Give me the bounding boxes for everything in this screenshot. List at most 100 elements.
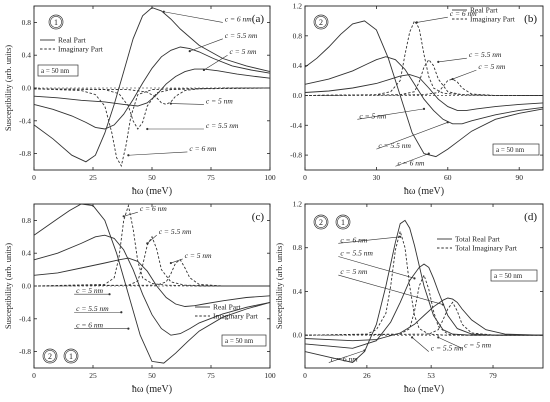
- annotation-arrow: [452, 69, 477, 80]
- y-axis-label: Susceptibility (arb. units): [274, 243, 284, 329]
- annotation-arrowhead: [441, 303, 445, 306]
- annotation-arrow: [147, 234, 157, 244]
- annotation-label: c = 6 nm: [397, 158, 425, 167]
- annotation-arrowhead: [413, 277, 416, 280]
- panel-label: (b): [524, 13, 537, 25]
- annotation-label: c = 6 nm: [225, 14, 253, 23]
- series-line-0: [33, 203, 271, 364]
- annotation-arrowhead: [202, 68, 206, 72]
- series-line-3: [304, 19, 543, 96]
- y-tick-label: 0.0: [22, 282, 32, 291]
- y-tick-label: -0.8: [19, 347, 31, 356]
- x-tick-label: 53: [427, 371, 435, 380]
- circled-number-outer: [63, 348, 79, 364]
- y-tick-label: 0.0: [293, 331, 303, 340]
- circled-number-outer: [335, 214, 351, 230]
- plot-frame: [304, 203, 544, 369]
- series-line-1: [304, 263, 543, 349]
- annotation-label: c = 5.5 nm: [225, 31, 258, 40]
- x-axis-label: ħω (meV): [404, 186, 444, 197]
- x-axis-label: ħω (meV): [132, 384, 172, 395]
- annotation-arrow: [170, 258, 183, 264]
- annotation-arrowhead: [437, 60, 440, 64]
- annotation-arrowhead: [127, 327, 130, 330]
- annotation-label: c = 5.5 nm: [469, 50, 502, 59]
- annotation-arrow: [438, 337, 463, 349]
- series-line-0: [33, 7, 271, 163]
- panel-d: 0 26 53 79 0.0 0.4 0.8 1.2 ħω (meV) Susceptibilit…: [274, 200, 544, 395]
- annotation-arrowhead: [169, 102, 172, 105]
- y-tick-label: 1.2: [293, 200, 303, 209]
- annotation-arrow: [376, 122, 448, 150]
- annotation-arrowhead: [415, 21, 418, 24]
- annotation-label: c = 5.5 nm: [340, 248, 373, 257]
- parameter-text: a = 50 nm: [496, 146, 525, 154]
- series-line-4: [304, 273, 543, 336]
- annotation-arrowhead: [122, 215, 125, 218]
- annotation-label: c = 5 nm: [76, 286, 104, 295]
- panel-c: 0 25 50 75 100 -0.8 -0.4 0.0 0.4 0.8 ħω (meV) Susce…: [3, 203, 276, 395]
- y-tick-label: 0.4: [22, 51, 32, 60]
- circled-number-outer: [48, 14, 64, 30]
- parameter-text: a = 50 nm: [494, 272, 523, 280]
- annotation-arrow: [411, 337, 429, 352]
- annotation-arrowhead: [446, 121, 449, 124]
- y-axis-label: Susceptibility (arb. units): [3, 45, 13, 131]
- annotation-label: c = 5.5 nm: [76, 304, 109, 313]
- series-line-0: [304, 20, 544, 158]
- annotation-label: c = 5 nm: [206, 96, 234, 105]
- legend-label: Real Part: [213, 303, 242, 312]
- series-line-3: [304, 229, 543, 336]
- annotation-arrowhead: [411, 336, 414, 339]
- series-line-2: [33, 68, 271, 107]
- circled-number-label: 2: [319, 18, 323, 27]
- annotation-arrowhead: [399, 235, 402, 238]
- y-tick-label: 1.2: [293, 2, 303, 11]
- x-tick-label: 50: [148, 371, 156, 380]
- x-axis-label: ħω (meV): [132, 186, 172, 197]
- series-line-5: [33, 87, 270, 105]
- series-line-4: [33, 87, 271, 130]
- y-tick-label: 0.8: [293, 31, 303, 40]
- circled-number-outer: [313, 14, 329, 30]
- annotation-arrow: [203, 54, 228, 71]
- x-tick-label: 75: [207, 173, 215, 182]
- annotation-label: c = 5 nm: [359, 111, 387, 120]
- annotation-label: c = 5 nm: [230, 47, 258, 56]
- annotation-label: c = 6 nm: [140, 204, 168, 213]
- series-line-3: [33, 203, 270, 287]
- legend-label: Real Part: [58, 36, 87, 45]
- x-tick-label: 0: [303, 371, 307, 380]
- series-line-5: [304, 78, 543, 96]
- annotation-arrowhead: [146, 242, 149, 245]
- y-tick-label: 0.0: [22, 84, 32, 93]
- y-axis-label: Susceptibility (arb. units): [3, 243, 13, 329]
- circled-number-inner: [65, 350, 77, 362]
- y-tick-label: -0.8: [19, 149, 31, 158]
- parameter-text: a = 50 nm: [41, 67, 70, 75]
- circled-number-label: 2: [319, 218, 323, 227]
- series-line-1: [33, 234, 271, 336]
- circled-number-label: 1: [54, 18, 58, 27]
- annotation-arrow: [395, 153, 429, 167]
- annotation-label: c = 6 nm: [76, 321, 104, 330]
- series-line-3: [33, 87, 271, 168]
- annotation-label: c = 5.5 nm: [378, 141, 411, 150]
- annotation-arrowhead: [451, 77, 454, 81]
- series-line-1: [33, 46, 271, 130]
- y-tick-label: 0.8: [22, 18, 32, 27]
- circled-number-inner: [50, 16, 62, 28]
- annotation-label: c = 5.5 nm: [431, 344, 464, 353]
- annotation-label: c = 5 nm: [185, 251, 213, 260]
- annotation-arrowhead: [169, 261, 172, 265]
- x-tick-label: 30: [373, 173, 381, 182]
- parameter-box: [221, 334, 267, 347]
- y-tick-label: -0.4: [290, 121, 302, 130]
- x-tick-label: 50: [148, 173, 156, 182]
- annotation-label: c = 6 nm: [340, 235, 368, 244]
- annotation-arrowhead: [108, 293, 111, 296]
- annotation-arrowhead: [188, 50, 191, 53]
- circled-number-label: 1: [341, 218, 345, 227]
- series-line-2: [33, 257, 271, 307]
